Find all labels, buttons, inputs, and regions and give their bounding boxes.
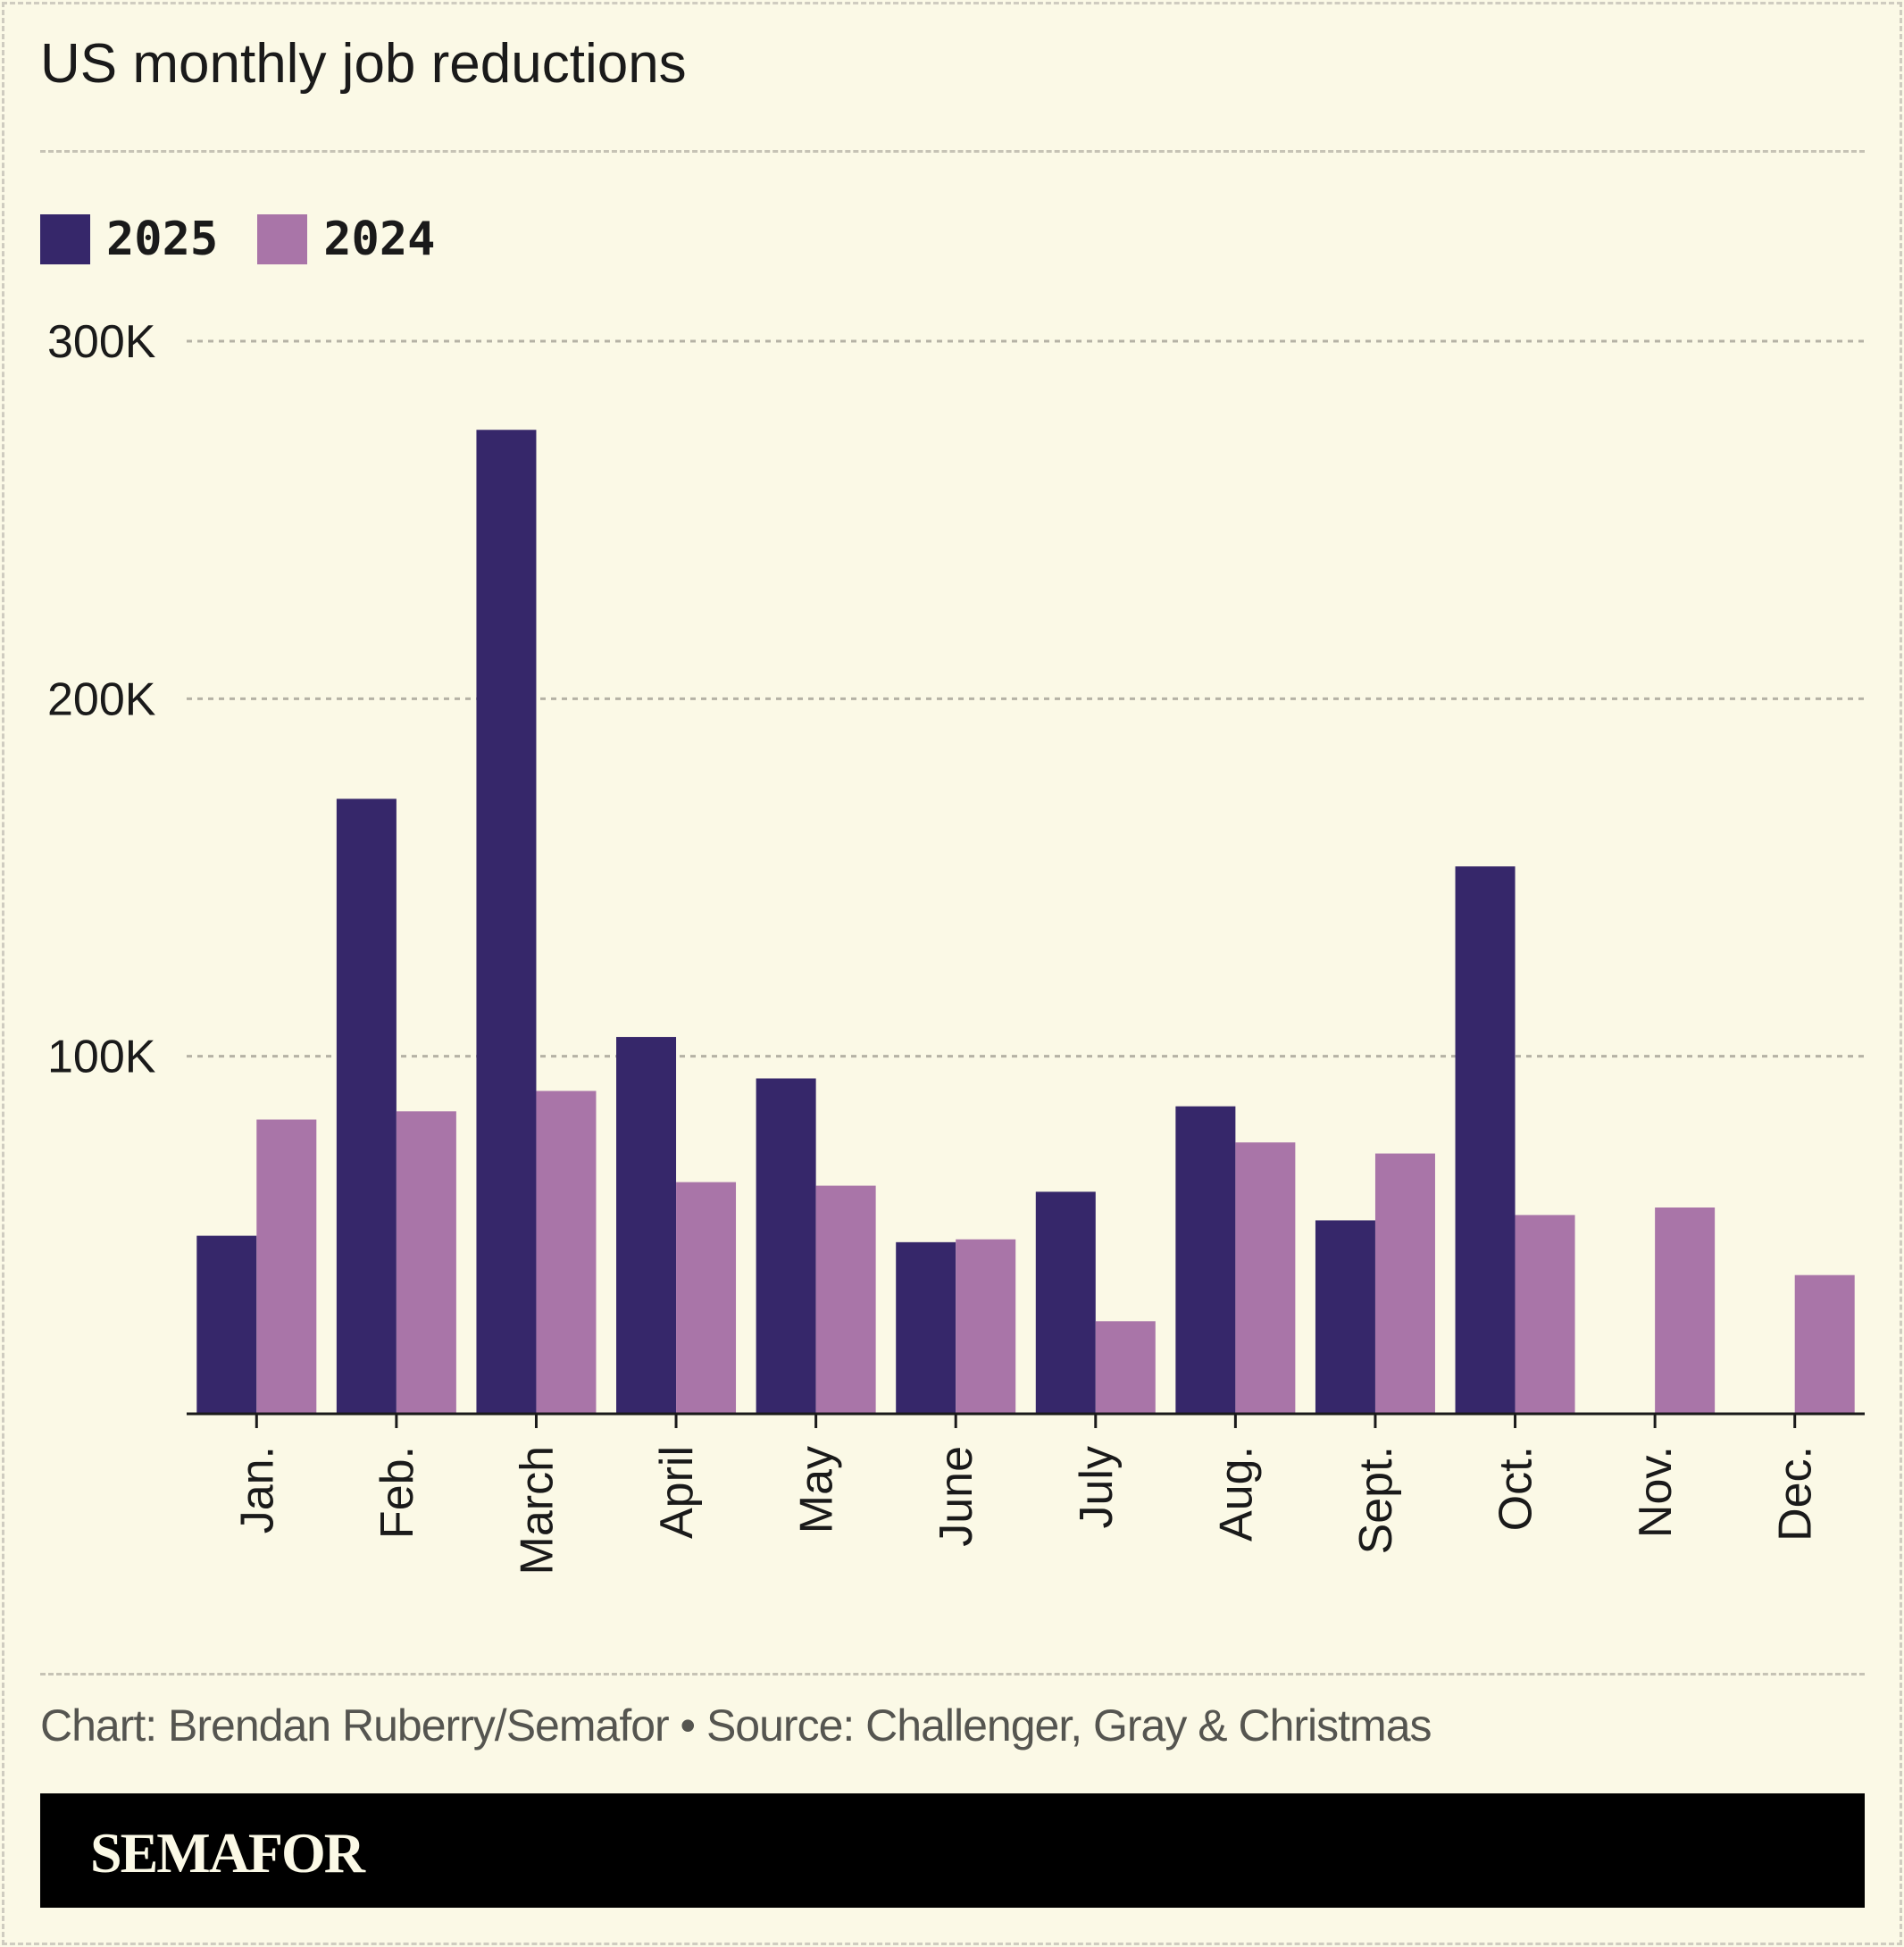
x-tick-label: April <box>651 1446 703 1539</box>
bar-2024-march <box>536 1090 597 1414</box>
bar-2025-feb <box>336 798 397 1414</box>
bar-2025-oct <box>1455 866 1516 1414</box>
bar-2024-april <box>676 1182 737 1414</box>
legend-label-2024: 2024 <box>323 213 436 266</box>
bar-2024-sept <box>1374 1153 1435 1414</box>
x-tick-label: Oct. <box>1491 1446 1542 1531</box>
semafor-logo: SEMAFOR <box>90 1821 365 1884</box>
chart-title: US monthly job reductions <box>40 33 687 95</box>
bar-2024-aug <box>1235 1142 1296 1414</box>
bar-2024-jan <box>256 1119 317 1414</box>
source-credit: Chart: Brendan Ruberry/Semafor • Source:… <box>40 1700 1432 1751</box>
legend: 2025 2024 <box>40 213 458 266</box>
x-tick-label: June <box>931 1446 982 1547</box>
bar-chart: 100K 200K 300K Jan. Feb. March April May June Jul… <box>47 316 1865 1575</box>
legend-swatch-2025 <box>40 214 90 264</box>
bar-2025-sept <box>1315 1220 1375 1414</box>
y-tick-label: 100K <box>47 1032 156 1083</box>
bar-2024-feb <box>396 1111 456 1414</box>
x-tick-label: July <box>1071 1446 1123 1528</box>
divider-bottom <box>40 1673 1865 1675</box>
x-tick-label: Dec. <box>1770 1446 1822 1542</box>
bar-2025-april <box>616 1037 677 1414</box>
x-tick-label: Sept. <box>1350 1446 1402 1554</box>
bar-2024-nov <box>1655 1207 1716 1414</box>
x-tick-label: Nov. <box>1630 1446 1682 1538</box>
bar-2025-aug <box>1175 1106 1236 1414</box>
label-gap <box>152 336 186 347</box>
divider-top <box>40 150 1865 153</box>
x-tick-label: Aug. <box>1210 1446 1262 1542</box>
y-tick-label: 300K <box>47 316 156 368</box>
bar-2025-july <box>1035 1191 1096 1414</box>
bar-2025-march <box>476 430 537 1414</box>
bar-2024-may <box>815 1185 876 1414</box>
y-tick-label: 200K <box>47 673 156 725</box>
bar-2025-jan <box>196 1235 257 1414</box>
label-gap <box>152 1050 186 1062</box>
x-tick-label: May <box>791 1446 843 1533</box>
brand-bar: SEMAFOR <box>40 1793 1865 1908</box>
bar-2024-june <box>956 1239 1016 1414</box>
x-tick-label: March <box>511 1446 563 1575</box>
label-gap <box>152 693 186 705</box>
x-tick-label: Jan. <box>231 1446 283 1533</box>
bar-2024-oct <box>1515 1215 1575 1414</box>
x-tick-label: Feb. <box>372 1446 423 1539</box>
bar-2025-june <box>896 1241 956 1414</box>
legend-label-2025: 2025 <box>106 213 219 266</box>
bar-2024-dec <box>1794 1274 1855 1414</box>
bar-2024-july <box>1095 1321 1156 1414</box>
bar-2025-may <box>756 1078 816 1414</box>
legend-swatch-2024 <box>257 214 308 264</box>
